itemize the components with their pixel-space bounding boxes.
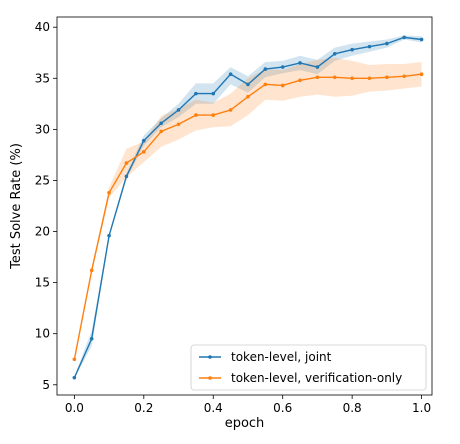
series-1-point — [124, 161, 129, 165]
series-0-point — [402, 35, 407, 40]
series-1-band — [74, 57, 422, 361]
x-tick-label: 0.8 — [343, 401, 362, 415]
series-0-point — [263, 67, 268, 71]
series-1-point — [280, 83, 285, 88]
y-tick-label: 15 — [35, 276, 50, 290]
y-axis-label: Test Solve Rate (%) — [9, 143, 24, 270]
series-0-band — [74, 35, 422, 379]
series-0-point — [89, 337, 94, 341]
y-axis-ticks: 5 10 15 20 25 30 35 40 — [35, 20, 57, 392]
series-0-point — [280, 65, 285, 69]
series-lines — [72, 35, 424, 380]
series-0-point — [315, 65, 320, 69]
y-tick-label: 20 — [35, 225, 50, 239]
y-tick-label: 25 — [35, 173, 50, 187]
legend-marker-0 — [208, 355, 212, 359]
series-0-point — [194, 91, 198, 96]
series-1-point — [419, 72, 424, 77]
series-1-point — [89, 268, 94, 273]
x-axis-label: epoch — [225, 416, 265, 431]
legend-label-1: token-level, verification-only — [231, 371, 402, 385]
series-1-point — [176, 122, 181, 127]
series-1-point — [367, 76, 372, 81]
series-0-point — [211, 91, 216, 96]
y-tick-label: 30 — [35, 122, 50, 136]
series-0-point — [228, 72, 233, 77]
series-1-point — [211, 113, 216, 117]
series-1-point — [402, 74, 407, 79]
series-1-point — [385, 75, 389, 80]
series-1-point — [194, 113, 198, 117]
x-tick-label: 0.2 — [134, 401, 153, 415]
series-0-point — [298, 61, 302, 65]
y-tick-label: 5 — [42, 378, 50, 392]
series-0-point — [350, 47, 354, 52]
series-1-point — [228, 108, 233, 112]
x-tick-label: 0.0 — [65, 401, 84, 415]
series-0-point — [332, 51, 337, 56]
series-0-point — [107, 233, 111, 238]
series-1-point — [142, 150, 146, 154]
series-1-point — [315, 75, 320, 80]
series-1-point — [350, 76, 354, 81]
legend: token-level, joint token-level, verificat… — [190, 344, 427, 391]
x-tick-label: 1.0 — [412, 401, 431, 415]
plot-frame — [56, 16, 433, 396]
legend-marker-1 — [208, 376, 212, 380]
y-tick-label: 40 — [35, 20, 50, 34]
series-0-point — [419, 37, 424, 42]
y-tick-label: 10 — [35, 327, 50, 341]
legend-label-0: token-level, joint — [231, 350, 332, 364]
series-0-point — [385, 41, 389, 46]
x-axis-ticks: 0.0 0.2 0.4 0.6 0.8 1.0 — [65, 395, 431, 415]
series-0-point — [367, 44, 372, 49]
series-1-point — [263, 82, 268, 87]
series-1-point — [246, 94, 250, 99]
confidence-bands — [74, 35, 422, 379]
series-0-point — [176, 108, 181, 112]
series-0-point — [72, 375, 77, 380]
x-tick-label: 0.4 — [204, 401, 223, 415]
series-1-line — [73, 73, 422, 360]
series-0-point — [124, 174, 129, 179]
series-0-point — [159, 121, 163, 126]
series-1-point — [159, 129, 163, 134]
x-tick-label: 0.6 — [273, 401, 292, 415]
series-1-point — [298, 78, 302, 83]
y-tick-label: 35 — [35, 71, 50, 85]
series-0-point — [246, 82, 250, 87]
series-1-point — [72, 357, 77, 362]
legend-box — [190, 344, 427, 391]
series-0-point — [142, 138, 146, 143]
series-1-point — [332, 75, 337, 80]
series-1-point — [107, 190, 111, 195]
